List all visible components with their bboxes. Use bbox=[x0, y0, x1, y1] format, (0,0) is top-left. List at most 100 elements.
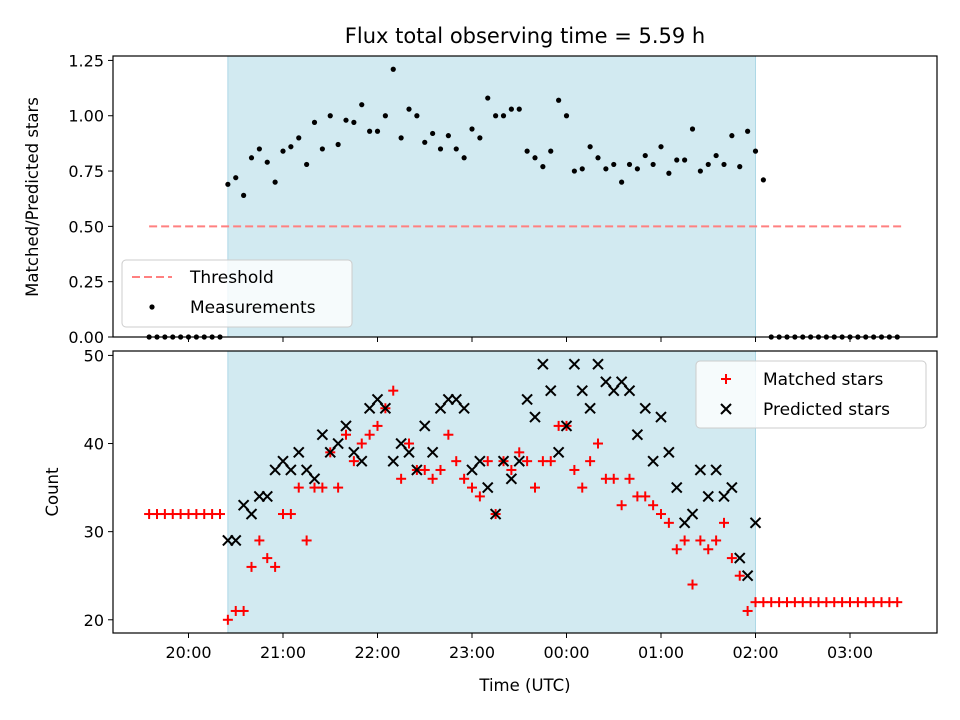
cross-stroke bbox=[552, 446, 565, 459]
matched-star-point bbox=[215, 509, 225, 520]
cross-stroke bbox=[647, 455, 659, 467]
count-legend: Matched stars Predicted stars bbox=[695, 360, 927, 429]
ratio-y-axis-label: Matched/Predicted stars bbox=[23, 97, 42, 297]
predicted-star-point bbox=[529, 411, 541, 423]
cross-stroke bbox=[608, 384, 620, 397]
predicted-star-point bbox=[521, 393, 533, 406]
ratio-legend: Threshold Measurements bbox=[121, 259, 353, 328]
legend-box bbox=[695, 360, 927, 429]
matched-star-point bbox=[238, 605, 249, 616]
cross-stroke bbox=[678, 517, 691, 529]
matched-star-point bbox=[222, 614, 233, 625]
matched-star-point bbox=[726, 553, 737, 564]
cross-stroke bbox=[450, 393, 462, 406]
predicted-star-point bbox=[623, 384, 636, 397]
predicted-star-point bbox=[363, 402, 376, 414]
ratio-panel: 0.00 0.25 0.50 0.75 1.00 1.25 Matched/Predict… bbox=[23, 51, 938, 347]
x-tick-label: 23:00 bbox=[449, 643, 495, 662]
predicted-star-point bbox=[300, 464, 313, 476]
predicted-star-point bbox=[450, 393, 462, 406]
legend-measurement-label: Measurements bbox=[190, 298, 316, 318]
measurement-point bbox=[729, 133, 735, 139]
predicted-star-point bbox=[718, 490, 730, 503]
cross-stroke bbox=[749, 517, 762, 529]
legend-threshold-label: Threshold bbox=[189, 268, 274, 288]
matched-star-point bbox=[530, 482, 540, 493]
measurement-point bbox=[264, 159, 270, 165]
measurement-point bbox=[445, 133, 451, 139]
matched-star-point bbox=[451, 456, 462, 467]
measurement-point bbox=[548, 148, 554, 154]
cross-stroke bbox=[521, 393, 533, 406]
measurement-point bbox=[382, 113, 388, 119]
measurement-point bbox=[398, 135, 404, 141]
predicted-star-point bbox=[552, 446, 565, 459]
measurement-point bbox=[611, 161, 617, 168]
matched-star-point bbox=[663, 517, 674, 528]
measurement-point bbox=[453, 146, 459, 152]
matched-star-point bbox=[656, 509, 666, 520]
predicted-star-point bbox=[513, 455, 525, 467]
count-y-axis-label: Count bbox=[43, 467, 62, 517]
matched-star-point bbox=[301, 535, 312, 546]
measurement-point bbox=[437, 146, 444, 152]
predicted-star-point bbox=[308, 473, 321, 485]
predicted-star-point bbox=[545, 384, 557, 397]
matched-star-point bbox=[404, 438, 414, 449]
measurement-point bbox=[540, 164, 546, 170]
cross-stroke bbox=[371, 393, 384, 406]
cross-stroke bbox=[482, 481, 494, 494]
legend-predicted-swatch bbox=[720, 403, 732, 415]
cross-stroke bbox=[639, 402, 651, 414]
predicted-star-point bbox=[584, 402, 596, 414]
matched-star-point bbox=[892, 597, 903, 608]
cross-stroke bbox=[497, 455, 510, 467]
matched-star-point bbox=[285, 509, 296, 520]
y-tick-label: 1.00 bbox=[68, 107, 104, 126]
cross-stroke bbox=[474, 455, 486, 467]
matched-star-point bbox=[333, 482, 344, 493]
predicted-star-point bbox=[379, 402, 392, 414]
ratio-marks bbox=[146, 66, 906, 340]
count-panel: 20 30 40 50 20:00 21:00 22:00 23:00 00:00 01:00 0… bbox=[43, 346, 938, 695]
x-tick-label: 22:00 bbox=[354, 643, 400, 662]
legend-box bbox=[121, 259, 353, 328]
predicted-star-point bbox=[734, 552, 746, 564]
matched-star-point bbox=[545, 456, 556, 467]
matched-star-point bbox=[467, 482, 477, 493]
cross-stroke bbox=[356, 455, 368, 467]
measurement-point bbox=[556, 97, 562, 103]
predicted-star-point bbox=[505, 473, 518, 485]
cross-stroke bbox=[434, 402, 447, 414]
measurement-point bbox=[485, 95, 491, 101]
measurement-point bbox=[390, 66, 396, 72]
measurement-point bbox=[296, 135, 302, 141]
cross-stroke bbox=[308, 473, 321, 485]
cross-stroke bbox=[741, 570, 754, 582]
predicted-star-point bbox=[387, 455, 399, 467]
cross-stroke bbox=[702, 490, 714, 503]
cross-stroke bbox=[300, 464, 313, 476]
y-tick-label: 30 bbox=[84, 523, 104, 542]
matched-star-point bbox=[585, 456, 596, 467]
matched-star-point bbox=[695, 535, 706, 546]
predicted-star-point bbox=[726, 481, 738, 494]
cross-stroke bbox=[694, 464, 707, 476]
matched-star-point bbox=[679, 535, 690, 546]
matched-star-point bbox=[522, 456, 533, 467]
y-tick-label: 50 bbox=[84, 346, 104, 365]
predicted-star-point bbox=[466, 464, 478, 476]
predicted-star-point bbox=[434, 402, 447, 414]
predicted-star-point bbox=[600, 376, 612, 388]
predicted-star-point bbox=[702, 490, 714, 503]
measurement-point bbox=[461, 155, 467, 161]
measurement-point bbox=[335, 141, 341, 148]
matched-star-point bbox=[459, 473, 470, 484]
cross-stroke bbox=[348, 446, 360, 459]
matched-star-point bbox=[687, 579, 698, 590]
measurement-point bbox=[327, 113, 333, 119]
measurement-point bbox=[406, 106, 412, 112]
predicted-star-point bbox=[269, 464, 281, 476]
cross-stroke bbox=[324, 446, 336, 459]
